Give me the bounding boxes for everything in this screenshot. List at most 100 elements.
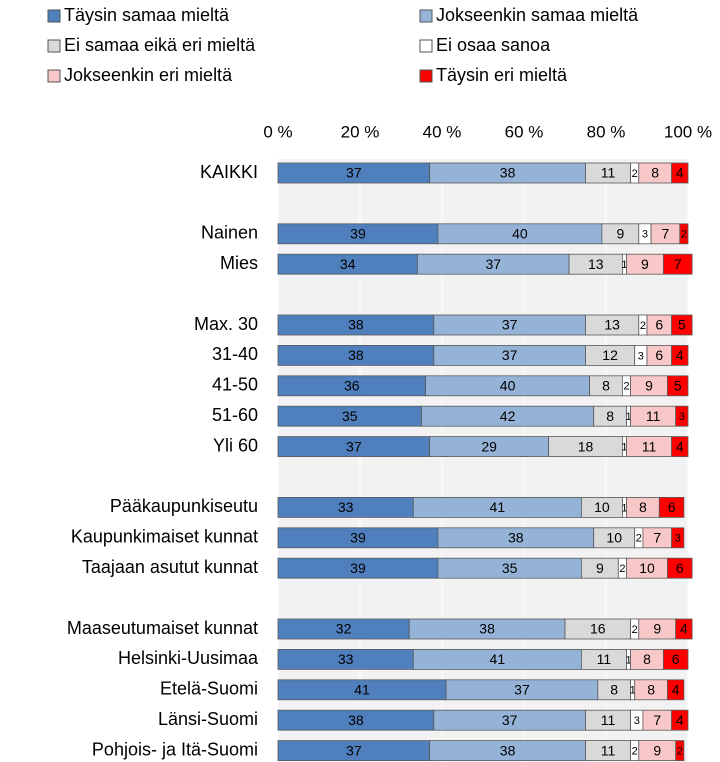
- value-label: 41: [354, 682, 370, 698]
- legend-label: Ei samaa eikä eri mieltä: [64, 35, 256, 55]
- bar-segment: [671, 162, 689, 184]
- category-label: Nainen: [201, 223, 258, 243]
- value-label: 38: [348, 317, 364, 333]
- value-label: 6: [672, 651, 680, 667]
- legend-swatch: [419, 39, 433, 53]
- bar-segment: [658, 496, 685, 518]
- value-label: 38: [348, 347, 364, 363]
- legend-swatch: [419, 69, 433, 83]
- bar-segment: [663, 649, 689, 670]
- bar-segment: [675, 618, 693, 640]
- value-label: 1: [621, 502, 627, 514]
- x-tick-label: 80 %: [587, 122, 626, 141]
- value-label: 13: [604, 317, 620, 333]
- value-label: 37: [346, 438, 362, 454]
- category-label: KAIKKI: [200, 162, 258, 182]
- value-label: 4: [680, 621, 688, 637]
- value-label: 8: [639, 499, 647, 515]
- value-label: 2: [681, 229, 687, 241]
- bar-segment: [667, 557, 693, 579]
- value-label: 40: [500, 378, 516, 394]
- category-label: Pohjois- ja Itä-Suomi: [92, 739, 258, 759]
- bar-segment: [671, 527, 685, 549]
- value-label: 3: [679, 411, 685, 423]
- value-label: 9: [596, 560, 604, 576]
- legend-label: Täysin samaa mieltä: [64, 5, 230, 25]
- value-label: 2: [632, 168, 638, 180]
- value-label: 37: [502, 317, 518, 333]
- category-label: Yli 60: [213, 435, 258, 455]
- value-label: 8: [606, 408, 614, 424]
- value-label: 6: [655, 317, 663, 333]
- bar-segment: [663, 253, 693, 275]
- value-label: 7: [653, 712, 661, 728]
- value-label: 39: [350, 226, 366, 242]
- value-label: 33: [338, 499, 354, 515]
- category-label: Maaseutumaiset kunnat: [67, 618, 258, 638]
- value-label: 2: [623, 381, 629, 393]
- value-label: 29: [481, 438, 497, 454]
- value-label: 5: [678, 317, 686, 333]
- value-label: 7: [674, 256, 682, 272]
- value-label: 2: [640, 320, 646, 332]
- bar-segment: [671, 436, 689, 458]
- bar-segment: [679, 223, 689, 245]
- value-label: 13: [588, 256, 604, 272]
- value-label: 9: [641, 256, 649, 272]
- value-label: 9: [653, 742, 661, 758]
- x-tick-label: 40 %: [423, 122, 462, 141]
- value-label: 36: [344, 378, 360, 394]
- value-label: 8: [647, 682, 655, 698]
- x-tick-label: 20 %: [341, 122, 380, 141]
- value-label: 3: [638, 350, 644, 362]
- bar-segment: [675, 405, 689, 427]
- value-label: 32: [336, 621, 352, 637]
- value-label: 2: [632, 746, 638, 758]
- value-label: 16: [590, 621, 606, 637]
- value-label: 37: [485, 256, 501, 272]
- value-label: 1: [630, 685, 636, 697]
- value-label: 7: [662, 226, 670, 242]
- value-label: 11: [601, 742, 616, 758]
- category-label: Taajaan asutut kunnat: [82, 557, 258, 577]
- legend-swatch: [47, 9, 61, 23]
- value-label: 39: [350, 560, 366, 576]
- legend-label: Ei osaa sanoa: [436, 35, 551, 55]
- category-label: Länsi-Suomi: [158, 709, 258, 729]
- value-label: 35: [342, 408, 358, 424]
- value-label: 35: [502, 560, 518, 576]
- category-label: Etelä-Suomi: [160, 679, 258, 699]
- value-label: 8: [643, 651, 651, 667]
- category-label: 31-40: [212, 344, 258, 364]
- value-label: 9: [616, 226, 624, 242]
- value-label: 38: [348, 712, 364, 728]
- value-label: 4: [672, 682, 680, 698]
- category-label: Pääkaupunkiseutu: [110, 496, 258, 516]
- legend-swatch: [47, 69, 61, 83]
- value-label: 40: [512, 226, 528, 242]
- value-label: 2: [677, 746, 683, 758]
- value-label: 4: [676, 165, 684, 181]
- value-label: 1: [625, 411, 631, 423]
- value-label: 3: [675, 533, 681, 545]
- value-label: 3: [642, 229, 648, 241]
- value-label: 2: [632, 624, 638, 636]
- value-label: 4: [676, 712, 684, 728]
- value-label: 18: [578, 438, 594, 454]
- value-label: 42: [500, 408, 516, 424]
- value-label: 3: [634, 715, 640, 727]
- value-label: 37: [502, 712, 518, 728]
- bar-segment: [675, 740, 685, 761]
- value-label: 5: [674, 378, 682, 394]
- value-label: 1: [621, 442, 627, 454]
- value-label: 7: [653, 530, 661, 546]
- category-label: 41-50: [212, 375, 258, 395]
- value-label: 6: [655, 347, 663, 363]
- value-label: 8: [651, 165, 659, 181]
- category-label: Helsinki-Uusimaa: [118, 648, 259, 668]
- value-label: 4: [676, 438, 684, 454]
- legend-label: Jokseenkin eri mieltä: [64, 65, 233, 85]
- value-label: 11: [646, 408, 661, 424]
- plot-background: [278, 159, 688, 762]
